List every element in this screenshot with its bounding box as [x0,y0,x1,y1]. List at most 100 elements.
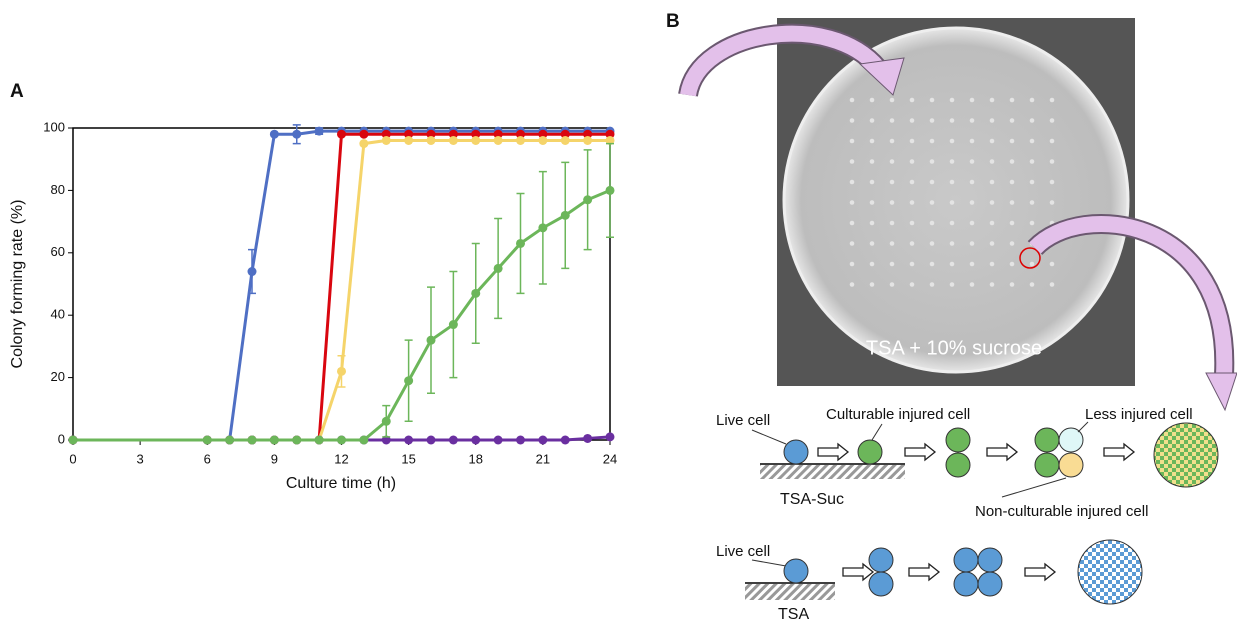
colony-dot [869,159,875,164]
data-point [381,129,391,139]
data-point [426,335,436,345]
data-point [560,210,570,220]
data-point [493,435,503,445]
data-point [292,435,302,445]
y-tick-label: 60 [51,244,65,259]
data-point [202,435,212,445]
colony-dot [929,97,935,103]
colony-dot [849,138,855,144]
flow-arrow [904,442,937,462]
cell [1034,452,1060,478]
colony-dot [969,138,975,144]
cell [783,439,809,465]
pointer [1001,477,1067,498]
colony-dot [909,159,915,164]
colony-dot [949,138,955,144]
cell [953,571,979,597]
colony-dot [969,179,975,185]
colony-dot [1049,282,1055,287]
colony-dot [989,97,995,103]
colony-dot [889,159,895,164]
colony-dot [1009,220,1015,226]
data-point [448,135,458,145]
cell [953,547,979,573]
y-tick-label: 20 [51,369,65,384]
data-point [404,435,414,445]
colony-dot [909,118,915,123]
colony-dot [889,179,895,185]
plot-frame [72,127,611,441]
data-point [404,135,414,145]
colony-dot [909,97,915,103]
data-point [247,435,257,445]
colony-dot [1049,179,1055,185]
colony-dot [949,159,955,164]
colony-dot [1029,220,1035,226]
colony-dot [949,241,955,246]
data-point [448,320,458,330]
colony-dot [969,118,975,123]
curved-arrow [1029,216,1233,376]
x-tick-label: 18 [469,451,483,466]
cell [1058,452,1084,478]
pointer [871,423,883,441]
data-point [516,129,525,139]
data-point [292,129,302,139]
data-point [493,135,503,145]
series-line [73,138,610,442]
colony-dot [849,179,855,185]
data-point [404,129,414,139]
series-line [73,189,611,442]
y-tick-label: 40 [51,307,65,322]
data-point [560,129,570,139]
data-point [605,129,615,139]
annotation: Non-culturable injured cell [975,503,1148,520]
data-point [583,129,593,139]
data-point [516,238,525,248]
colony-dot [969,241,975,246]
colony-dot [909,220,915,226]
x-tick-label: 6 [204,451,211,466]
data-point [448,129,458,139]
petri-dish [782,26,1130,374]
data-point [269,129,279,139]
colony-dot [909,241,915,246]
colony-dot [1009,282,1015,287]
colony-dot [989,118,995,123]
pointer [751,429,787,445]
colony-dot [949,118,955,123]
data-point [426,135,436,145]
colony-dot [1009,179,1015,185]
colony-dot [1049,159,1055,164]
colony-dot [869,138,875,144]
colony-dot [989,159,995,164]
data-point [583,195,593,205]
x-axis-label: Culture time (h) [286,475,396,492]
colony [1153,422,1219,488]
data-point [605,135,615,145]
data-point [471,435,481,445]
annotation: Culturable injured cell [826,406,970,423]
colony-dot [1009,118,1015,123]
colony-dot [929,118,935,123]
colony-dot [969,220,975,226]
annotation: TSA [778,606,809,623]
colony-dot [869,220,875,226]
cell [945,427,971,453]
cell [977,571,1003,597]
data-point [538,135,548,145]
colony-dot [849,282,855,287]
colony-dot [1049,200,1055,205]
series-line [73,132,610,442]
colony-dot [969,97,975,103]
annotation: Less injured cell [1085,406,1193,423]
colony-dot [889,118,895,123]
data-point [225,435,235,445]
arrow-head [858,57,905,96]
x-tick-label: 15 [401,451,415,466]
colony-dot [949,97,955,103]
colony-dot [1029,159,1035,164]
colony-dot [869,200,875,205]
colony-dot [949,220,955,226]
